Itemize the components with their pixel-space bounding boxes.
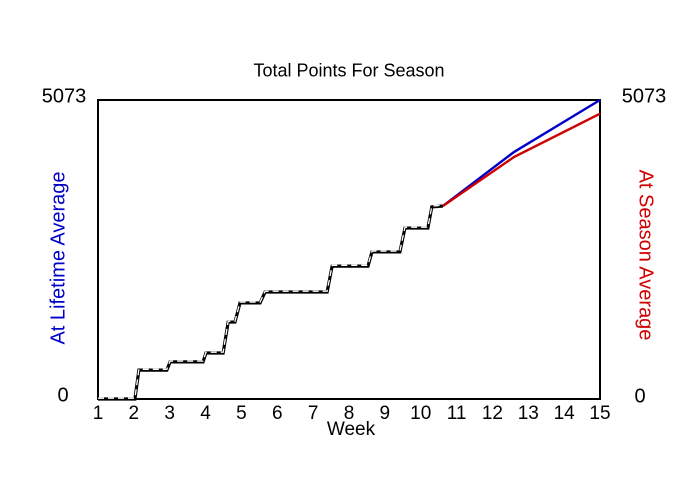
- x-tick-label-12: 12: [481, 403, 503, 424]
- right-axis-max-label: 5073: [621, 85, 667, 108]
- x-tick-label-15: 15: [589, 403, 611, 424]
- left-axis-min-label: 0: [57, 384, 69, 407]
- left-axis-max-label: 5073: [41, 85, 87, 108]
- x-tick-label-14: 14: [553, 403, 575, 424]
- x-tick-label-7: 7: [307, 403, 319, 424]
- chart-title: Total Points For Season: [253, 60, 445, 81]
- x-tick-label-10: 10: [410, 403, 432, 424]
- x-tick-label-5: 5: [236, 403, 247, 424]
- right-axis-min-label: 0: [634, 385, 646, 408]
- x-tick-label-3: 3: [164, 403, 175, 424]
- actual-series-dash-overlay: [98, 204, 443, 399]
- x-tick-label-11: 11: [446, 403, 467, 424]
- x-tick-label-1: 1: [92, 403, 104, 424]
- x-axis-title: Week: [326, 419, 376, 440]
- actual-series-line: [98, 204, 444, 401]
- plot-frame: [97, 99, 601, 400]
- season-projection-line: [442, 112, 601, 207]
- x-tick-label-8: 8: [343, 403, 355, 424]
- x-tick-label-2: 2: [128, 403, 140, 424]
- x-tick-label-13: 13: [517, 403, 539, 424]
- lifetime-projection-line: [442, 98, 601, 207]
- x-tick-label-9: 9: [379, 403, 391, 424]
- x-tick-label-4: 4: [200, 403, 211, 424]
- x-tick-label-6: 6: [271, 403, 283, 424]
